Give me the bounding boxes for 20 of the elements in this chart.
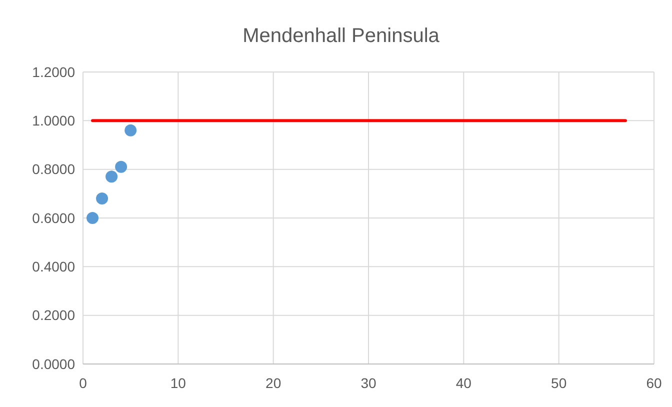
x-tick-label: 10 <box>170 375 186 391</box>
y-tick-label: 1.0000 <box>32 112 76 129</box>
x-tick-label: 0 <box>79 375 88 391</box>
point <box>96 192 108 205</box>
point <box>124 124 137 136</box>
y-tick-label: 0.4000 <box>32 258 76 275</box>
point <box>106 170 118 183</box>
point <box>115 160 128 173</box>
x-tick-label: 40 <box>456 375 472 391</box>
y-tick-label: 0.2000 <box>32 307 76 324</box>
y-tick-label: 0.6000 <box>32 210 76 226</box>
y-tick-label: 1.2000 <box>32 64 76 80</box>
x-tick-label: 50 <box>551 375 567 391</box>
chart-title: Mendenhall Peninsula <box>242 25 440 47</box>
x-tick-label: 60 <box>646 375 662 391</box>
x-tick-label: 30 <box>360 375 376 391</box>
point <box>86 212 99 224</box>
y-tick-label: 0.8000 <box>32 161 76 178</box>
y-tick-label: 0.0000 <box>32 356 76 372</box>
x-tick-label: 20 <box>266 375 282 391</box>
